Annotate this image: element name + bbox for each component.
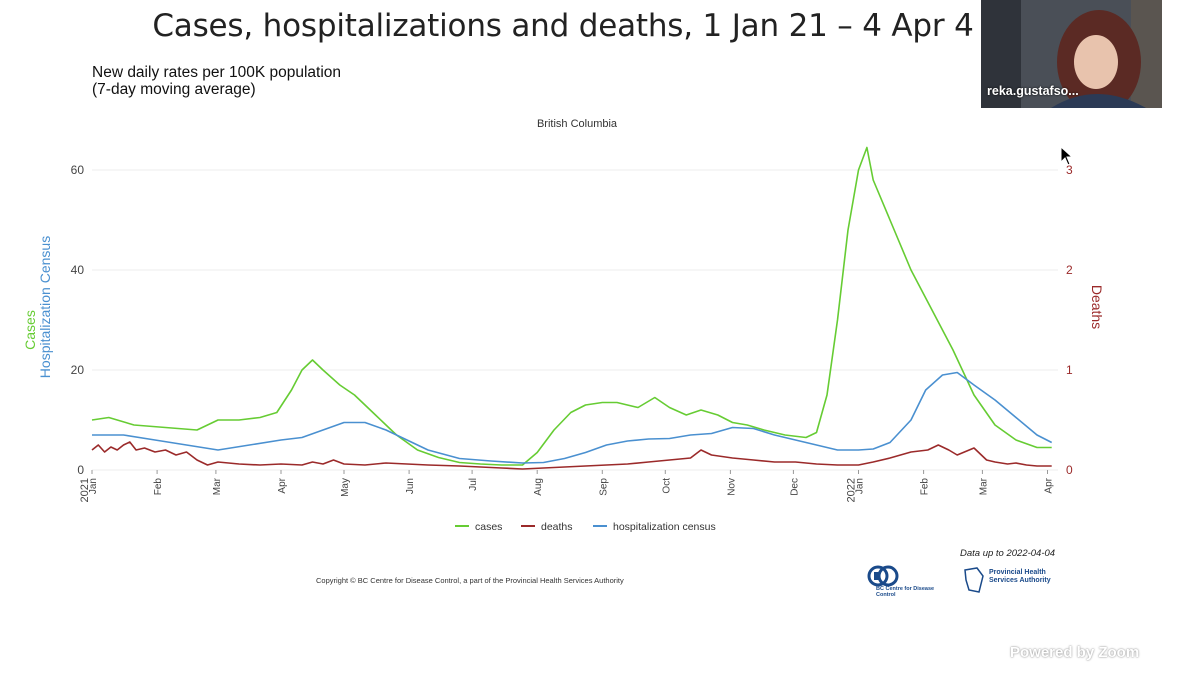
x-tick-label: Feb (920, 478, 931, 496)
legend-label: deaths (541, 521, 573, 533)
phsa-logo-mark (964, 567, 984, 593)
x-tick-label: Sep (598, 478, 609, 496)
x-tick-label: Jul (468, 478, 479, 491)
x-tick-label: Jan (855, 478, 866, 494)
y-tick-label-left: 0 (77, 463, 84, 477)
x-year-label: 2022 (846, 478, 858, 502)
bccdc-logo-text: BC Centre for Disease Control (876, 586, 935, 598)
bccdc-logo-mark (867, 565, 899, 587)
x-tick-label: Mar (978, 477, 989, 495)
bccdc-logo: BC Centre for Disease Control (864, 564, 954, 598)
x-year-label: 2021 (79, 478, 91, 502)
chart-grid (92, 169, 1058, 471)
participant-video-tile[interactable]: reka.gustafso... (981, 0, 1162, 108)
participant-name: reka.gustafso... (987, 84, 1079, 98)
subtitle-line-2: (7-day moving average) (92, 81, 256, 98)
copyright-text: Copyright © BC Centre for Disease Contro… (316, 576, 624, 585)
chart-subtitle: New daily rates per 100K population (7-d… (92, 64, 341, 98)
zoom-watermark: Powered by Zoom (1010, 644, 1140, 661)
x-tick-label: Aug (533, 478, 544, 496)
y-tick-label-right: 3 (1066, 163, 1073, 177)
series-line-cases (91, 146, 1052, 466)
y-tick-label-right: 2 (1066, 263, 1073, 277)
subtitle-line-1: New daily rates per 100K population (92, 64, 342, 81)
chart-legend: cases deaths hospitalization census (455, 521, 716, 533)
x-tick-label: Jun (405, 478, 416, 494)
y-tick-label-left: 60 (71, 163, 85, 177)
y-axis-label-deaths: Deaths (1089, 285, 1105, 329)
y-tick-label-left: 20 (71, 363, 85, 377)
legend-label: cases (475, 521, 502, 533)
series-line-hospitalization-census (92, 371, 1053, 464)
x-tick-label: Dec (789, 478, 800, 496)
x-tick-label: Apr (1044, 477, 1055, 493)
x-tick-label: Oct (661, 478, 672, 494)
legend-label: hospitalization census (613, 521, 716, 533)
x-tick-label: May (340, 478, 351, 497)
x-tick-label: Apr (277, 477, 288, 493)
y-tick-label-right: 1 (1066, 363, 1073, 377)
x-tick-label: Feb (153, 478, 164, 496)
y-tick-label-right: 0 (1066, 463, 1073, 477)
covid-chart: 0 20 40 60 0 1 2 3 Jan Feb Mar Apr May Jun Jul Aug Sep Oc… (22, 118, 1105, 533)
phsa-logo-line-1: Provincial Health (989, 569, 1046, 576)
slide-title: Cases, hospitalizations and deaths, 1 Ja… (152, 8, 974, 44)
chart-series (91, 146, 1053, 470)
x-tick-label: Jan (88, 478, 99, 494)
y-tick-label-left: 40 (71, 263, 85, 277)
chart-title: British Columbia (537, 118, 618, 130)
x-tick-label: Nov (726, 478, 737, 496)
series-line-deaths (91, 441, 1052, 470)
participant-video-image (981, 0, 1162, 108)
x-tick-label: Mar (212, 477, 223, 495)
y-axis-label-cases: Cases (22, 310, 38, 350)
phsa-logo-line-2: Services Authority (989, 577, 1051, 584)
phsa-logo: Provincial Health Services Authority (963, 566, 1063, 596)
mouse-cursor-icon (1060, 146, 1074, 166)
data-up-to-note: Data up to 2022-04-04 (960, 548, 1056, 559)
chart-axes: 0 20 40 60 0 1 2 3 Jan Feb Mar Apr May Jun Jul Aug Sep Oc… (71, 163, 1073, 502)
y-axis-label-hospitalization: Hospitalization Census (37, 236, 53, 378)
